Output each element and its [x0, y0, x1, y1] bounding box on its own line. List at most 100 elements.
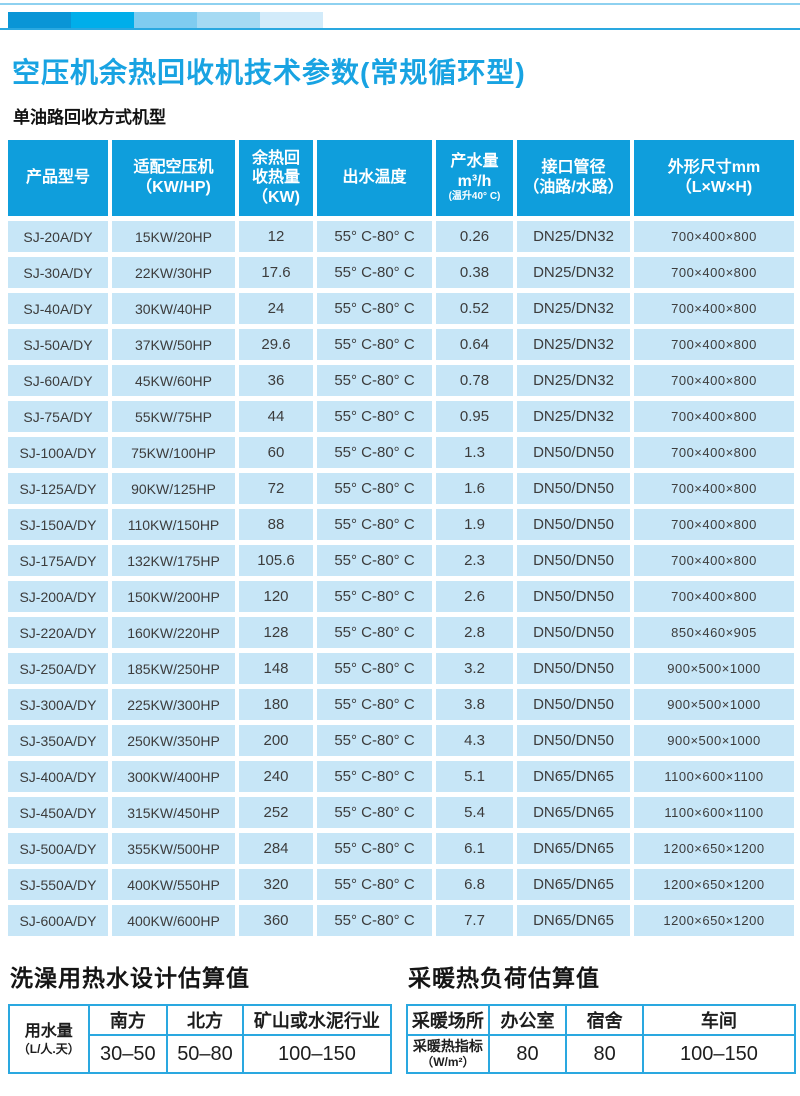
table-cell: 252: [239, 797, 313, 828]
table-cell: DN50/DN50: [517, 653, 630, 684]
table-cell: 3.2: [436, 653, 513, 684]
table-cell: 320: [239, 869, 313, 900]
table-cell: 0.52: [436, 293, 513, 324]
page-title: 空压机余热回收机技术参数(常规循环型): [12, 57, 526, 88]
table-cell: DN50/DN50: [517, 473, 630, 504]
heating-row-label: 采暖热指标 （W/m²）: [406, 1034, 490, 1074]
table-cell: 36: [239, 365, 313, 396]
table-cell: 30KW/40HP: [112, 293, 235, 324]
table-cell: 55° C-80° C: [317, 653, 432, 684]
table-cell: SJ-50A/DY: [8, 329, 108, 360]
table-cell: 1100×600×1100: [634, 797, 794, 828]
table-cell: 55° C-80° C: [317, 725, 432, 756]
table-cell: 120: [239, 581, 313, 612]
bathing-row-label-unit: （L/人.天）: [17, 1041, 80, 1056]
column-header: 接口管径 （油路/水路）: [517, 140, 630, 216]
table-cell: DN50/DN50: [517, 689, 630, 720]
table-cell: DN65/DN65: [517, 761, 630, 792]
bathing-row-label: 用水量 （L/人.天）: [8, 1004, 90, 1074]
table-cell: 55° C-80° C: [317, 761, 432, 792]
column-header: 适配空压机 （KW/HP): [112, 140, 235, 216]
table-cell: 400KW/600HP: [112, 905, 235, 936]
table-cell: 0.64: [436, 329, 513, 360]
table-cell: SJ-75A/DY: [8, 401, 108, 432]
table-cell: DN50/DN50: [517, 509, 630, 540]
top-bar: [0, 12, 800, 30]
table-row: SJ-220A/DY 160KW/220HP 128 55° C-80° C 2.8 DN…: [8, 617, 794, 648]
table-cell: 850×460×905: [634, 617, 794, 648]
table-cell: 185KW/250HP: [112, 653, 235, 684]
table-cell: 240: [239, 761, 313, 792]
table-row: SJ-125A/DY 90KW/125HP 72 55° C-80° C 1.6 DN50…: [8, 473, 794, 504]
spec-table: 产品型号 适配空压机 （KW/HP) 余热回 收热量 （KW) 出水温度 产水量 m³/h (温升…: [4, 135, 798, 941]
table-cell: SJ-125A/DY: [8, 473, 108, 504]
table-cell: 55° C-80° C: [317, 869, 432, 900]
table-cell: 0.95: [436, 401, 513, 432]
table-cell: DN25/DN32: [517, 293, 630, 324]
table-cell: SJ-200A/DY: [8, 581, 108, 612]
table-cell: 30–50: [87, 1034, 169, 1074]
table-cell: 72: [239, 473, 313, 504]
bathing-table: 用水量 （L/人.天） 南方 北方 矿山或水泥行业 30–50 50–80 100–15…: [8, 1004, 393, 1074]
table-cell: 284: [239, 833, 313, 864]
table-cell: 700×400×800: [634, 437, 794, 468]
table-cell: 12: [239, 221, 313, 252]
table-cell: 132KW/175HP: [112, 545, 235, 576]
table-row: SJ-500A/DY 355KW/500HP 284 55° C-80° C 6.1 DN…: [8, 833, 794, 864]
table-cell: 4.3: [436, 725, 513, 756]
table-cell: 55° C-80° C: [317, 509, 432, 540]
table-cell: 700×400×800: [634, 545, 794, 576]
table-cell: 160KW/220HP: [112, 617, 235, 648]
table-cell: 55° C-80° C: [317, 581, 432, 612]
table-cell: 55° C-80° C: [317, 437, 432, 468]
table-row: SJ-40A/DY 30KW/40HP 24 55° C-80° C 0.52 DN25/…: [8, 293, 794, 324]
table-cell: 5.1: [436, 761, 513, 792]
column-header: 矿山或水泥行业: [241, 1004, 393, 1036]
table-cell: DN50/DN50: [517, 437, 630, 468]
column-header: 宿舍: [565, 1004, 644, 1036]
table-cell: 37KW/50HP: [112, 329, 235, 360]
table-cell: 55° C-80° C: [317, 473, 432, 504]
table-cell: 100–150: [241, 1034, 393, 1074]
table-cell: 50–80: [166, 1034, 244, 1074]
table-row: SJ-20A/DY 15KW/20HP 12 55° C-80° C 0.26 DN25/…: [8, 221, 794, 252]
table-cell: 55° C-80° C: [317, 257, 432, 288]
table-cell: 128: [239, 617, 313, 648]
table-row: SJ-250A/DY 185KW/250HP 148 55° C-80° C 3.2 DN…: [8, 653, 794, 684]
table-cell: 700×400×800: [634, 473, 794, 504]
table-cell: 300KW/400HP: [112, 761, 235, 792]
bottom-section: 洗澡用热水设计估算值 用水量 （L/人.天） 南方 北方 矿山或水泥行业 30–50…: [8, 959, 800, 1074]
table-cell: 900×500×1000: [634, 653, 794, 684]
column-header: 北方: [166, 1004, 244, 1036]
heating-block: 采暖热负荷估算值 采暖场所 办公室 宿舍 车间 采暖热指标 （W/m²） 80 80 1…: [406, 959, 797, 1074]
table-cell: 17.6: [239, 257, 313, 288]
table-cell: DN65/DN65: [517, 833, 630, 864]
table-cell: 55° C-80° C: [317, 617, 432, 648]
table-cell: DN50/DN50: [517, 617, 630, 648]
table-cell: SJ-40A/DY: [8, 293, 108, 324]
table-cell: 355KW/500HP: [112, 833, 235, 864]
column-header: 出水温度: [317, 140, 432, 216]
bathing-block: 洗澡用热水设计估算值 用水量 （L/人.天） 南方 北方 矿山或水泥行业 30–50…: [8, 959, 393, 1074]
table-cell: DN25/DN32: [517, 365, 630, 396]
table-cell: SJ-20A/DY: [8, 221, 108, 252]
table-cell: 55° C-80° C: [317, 401, 432, 432]
table-row: SJ-30A/DY 22KW/30HP 17.6 55° C-80° C 0.38 DN2…: [8, 257, 794, 288]
table-cell: 7.7: [436, 905, 513, 936]
table-cell: 900×500×1000: [634, 689, 794, 720]
table-cell: 55° C-80° C: [317, 797, 432, 828]
table-row: SJ-300A/DY 225KW/300HP 180 55° C-80° C 3.8 DN…: [8, 689, 794, 720]
table-cell: 1.3: [436, 437, 513, 468]
table-cell: 100–150: [641, 1034, 797, 1074]
table-row: SJ-350A/DY 250KW/350HP 200 55° C-80° C 4.3 DN…: [8, 725, 794, 756]
table-cell: 110KW/150HP: [112, 509, 235, 540]
table-cell: 315KW/450HP: [112, 797, 235, 828]
column-header: 车间: [641, 1004, 797, 1036]
table-cell: 55KW/75HP: [112, 401, 235, 432]
table-cell: 250KW/350HP: [112, 725, 235, 756]
table-cell: 29.6: [239, 329, 313, 360]
table-cell: DN50/DN50: [517, 581, 630, 612]
table-row: SJ-75A/DY 55KW/75HP 44 55° C-80° C 0.95 DN25/…: [8, 401, 794, 432]
table-cell: 1200×650×1200: [634, 905, 794, 936]
table-cell: 75KW/100HP: [112, 437, 235, 468]
